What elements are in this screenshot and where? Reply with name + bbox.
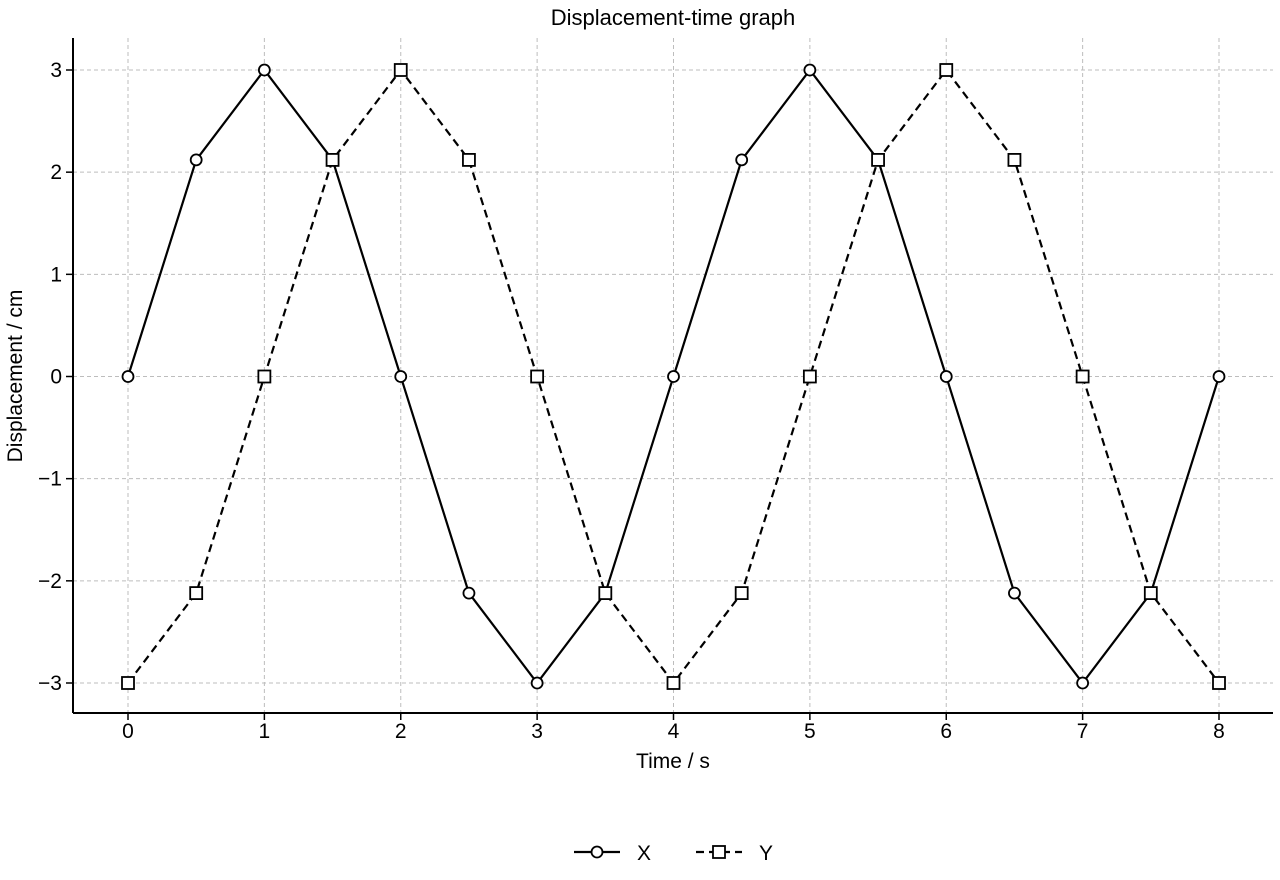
x-tick-label: 3: [531, 720, 543, 743]
data-point-y: [871, 153, 885, 167]
legend-item-y: Y: [696, 842, 773, 865]
data-point-x: [257, 63, 271, 77]
x-tick-label: 8: [1213, 720, 1225, 743]
data-point-x: [189, 153, 203, 167]
data-point-x: [1212, 370, 1226, 383]
x-tick-label: 6: [940, 720, 952, 743]
data-point-x: [1008, 586, 1021, 600]
data-point-y: [598, 586, 613, 600]
y-tick-label: 0: [50, 366, 62, 389]
data-point-y: [325, 153, 340, 167]
data-point-x: [939, 370, 953, 383]
legend-marker-x: [590, 845, 604, 859]
data-point-x: [667, 370, 680, 383]
data-point-y: [393, 63, 408, 77]
data-point-y: [666, 676, 681, 690]
ticks: 0 1 2 3 4 5 6 7 8 3 2 1 0 −1 −2 −3: [38, 59, 1225, 743]
data-point-y: [1007, 153, 1022, 167]
data-point-x: [735, 153, 749, 167]
data-point-x: [1076, 676, 1090, 690]
y-tick-label: 3: [50, 59, 62, 82]
x-tick-label: 5: [804, 720, 816, 743]
data-point-y: [802, 369, 817, 384]
chart-title: Displacement-time graph: [551, 5, 796, 30]
data-point-y: [1143, 586, 1158, 600]
data-point-x: [121, 370, 135, 383]
data-point-y: [530, 369, 545, 384]
x-tick-label: 2: [395, 720, 407, 743]
y-tick-label: −3: [38, 672, 62, 695]
data-point-y: [1212, 676, 1226, 690]
data-point-y: [734, 586, 749, 600]
y-tick-label: −2: [38, 570, 62, 593]
x-tick-label: 0: [122, 720, 134, 743]
y-axis-label: Displacement / cm: [4, 290, 27, 463]
data-point-y: [939, 63, 954, 77]
data-point-x: [530, 676, 544, 690]
legend-item-x: X: [574, 842, 651, 865]
data-point-y: [257, 369, 272, 384]
y-tick-label: 1: [50, 263, 62, 286]
data-point-x: [462, 586, 476, 600]
x-tick-label: 4: [668, 720, 680, 743]
data-point-y: [121, 676, 135, 690]
legend-marker-y: [712, 845, 726, 859]
data-point-y: [462, 153, 476, 167]
x-axis-label: Time / s: [636, 750, 710, 773]
y-tick-label: −1: [38, 468, 62, 491]
series-layer: [121, 63, 1226, 690]
data-point-y: [1075, 369, 1090, 384]
data-point-x: [394, 370, 408, 383]
legend-label-x: X: [637, 842, 651, 865]
data-point-x: [803, 63, 817, 77]
x-tick-label: 1: [259, 720, 271, 743]
series-y: [121, 63, 1226, 690]
legend-label-y: Y: [759, 842, 773, 865]
x-tick-label: 7: [1077, 720, 1089, 743]
y-tick-label: 2: [50, 161, 62, 184]
data-point-y: [189, 586, 204, 600]
